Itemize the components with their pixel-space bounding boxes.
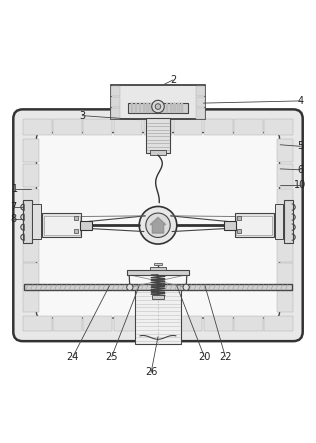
Bar — [170, 103, 172, 113]
Bar — [131, 103, 133, 113]
Bar — [23, 120, 52, 135]
Bar — [111, 86, 120, 96]
Bar — [196, 86, 205, 96]
Text: 6: 6 — [297, 165, 304, 175]
Text: 7: 7 — [10, 202, 16, 212]
Text: 26: 26 — [145, 368, 157, 377]
Bar — [224, 221, 236, 229]
Bar — [158, 103, 160, 113]
Bar — [277, 238, 293, 262]
Bar — [74, 216, 78, 220]
Bar — [204, 120, 233, 135]
Bar — [204, 316, 233, 331]
Bar — [143, 103, 145, 113]
Text: 2: 2 — [170, 75, 176, 85]
Bar — [237, 216, 241, 220]
Bar — [146, 118, 170, 152]
Bar — [174, 120, 203, 135]
Bar — [277, 163, 293, 187]
Bar — [23, 238, 39, 262]
Bar — [128, 103, 188, 113]
Bar — [234, 120, 263, 135]
Bar — [264, 316, 293, 331]
Bar — [143, 120, 173, 135]
Polygon shape — [150, 218, 166, 233]
Bar — [113, 316, 142, 331]
Bar — [23, 163, 39, 187]
Text: 8: 8 — [10, 214, 16, 224]
Bar — [113, 120, 142, 135]
Bar — [284, 200, 293, 243]
Circle shape — [146, 213, 170, 237]
Circle shape — [139, 206, 177, 244]
Bar — [196, 97, 205, 108]
Bar — [174, 316, 203, 331]
Bar — [23, 200, 32, 243]
Bar — [83, 120, 112, 135]
Bar — [111, 109, 120, 119]
Bar — [277, 189, 293, 212]
Bar — [150, 103, 153, 113]
Bar — [166, 103, 168, 113]
Bar — [80, 221, 92, 229]
Bar — [277, 288, 293, 312]
Text: 4: 4 — [297, 96, 304, 106]
Bar — [44, 216, 80, 235]
Bar — [277, 214, 293, 237]
Bar — [173, 103, 176, 113]
Bar — [150, 151, 166, 155]
Text: 1: 1 — [11, 183, 18, 194]
Bar — [24, 284, 292, 290]
Bar — [162, 103, 164, 113]
Bar — [74, 229, 78, 233]
Text: 24: 24 — [67, 352, 79, 362]
Bar — [237, 229, 241, 233]
Bar — [235, 214, 274, 237]
Bar — [23, 139, 39, 163]
Text: 20: 20 — [198, 352, 210, 362]
Bar — [154, 103, 156, 113]
Bar — [143, 316, 173, 331]
Text: 3: 3 — [79, 111, 85, 120]
Bar — [42, 214, 81, 237]
Text: 10: 10 — [295, 179, 307, 190]
Bar — [196, 109, 205, 119]
Bar — [53, 316, 82, 331]
Bar — [152, 295, 164, 299]
Bar — [136, 290, 180, 344]
FancyBboxPatch shape — [36, 132, 280, 318]
Bar — [150, 267, 166, 270]
Bar — [111, 97, 120, 108]
Bar — [275, 204, 283, 239]
Bar — [83, 316, 112, 331]
Bar — [53, 120, 82, 135]
Circle shape — [127, 284, 133, 291]
Bar — [181, 103, 183, 113]
Bar — [236, 216, 272, 235]
Circle shape — [183, 284, 189, 291]
Bar — [154, 263, 162, 265]
Bar — [234, 316, 263, 331]
Text: 22: 22 — [219, 352, 232, 362]
Bar — [23, 288, 39, 312]
Bar — [23, 189, 39, 212]
Bar — [177, 103, 179, 113]
Bar — [264, 120, 293, 135]
Bar — [23, 263, 39, 287]
Bar — [23, 316, 52, 331]
Bar — [32, 204, 41, 239]
Bar — [111, 85, 205, 119]
Circle shape — [155, 104, 161, 109]
Bar — [277, 139, 293, 163]
FancyBboxPatch shape — [13, 109, 303, 341]
Text: 25: 25 — [106, 352, 118, 362]
Bar — [146, 103, 149, 113]
Bar — [139, 103, 141, 113]
Text: 5: 5 — [297, 141, 304, 152]
Bar — [127, 270, 189, 275]
Bar — [135, 103, 137, 113]
Bar — [277, 263, 293, 287]
Circle shape — [152, 100, 164, 113]
Bar — [23, 214, 39, 237]
